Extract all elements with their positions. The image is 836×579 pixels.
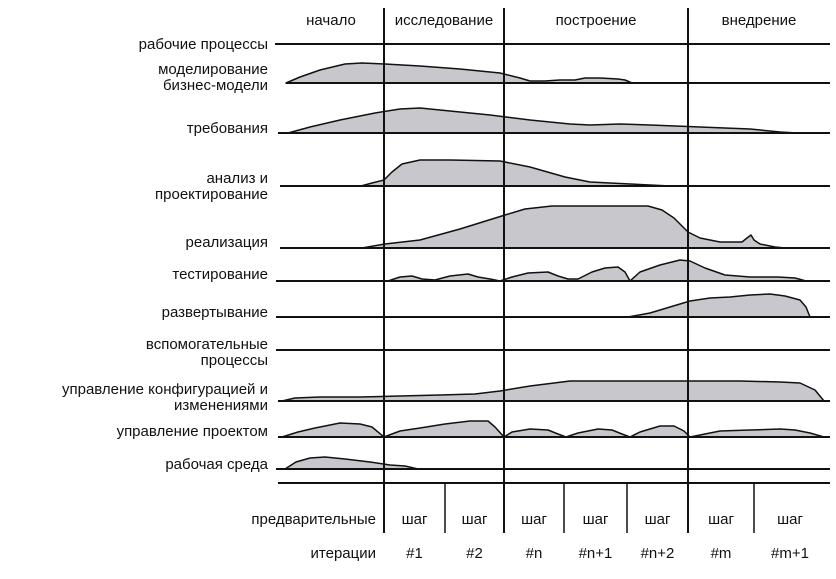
effort-curve-project-management — [281, 420, 825, 438]
iteration-label-2: шаг #2 — [445, 494, 504, 579]
effort-curve-deployment — [627, 293, 811, 318]
iteration-label-m-line2: #m — [710, 545, 732, 562]
iteration-label-1-line2: #1 — [406, 545, 423, 562]
row-label-business-modeling: моделирование бизнес-модели — [158, 61, 268, 94]
phase-label-transition: внедрение — [721, 12, 797, 29]
iteration-label-n2: шаг #n+2 — [627, 494, 688, 579]
iteration-label-n-line2: #n — [525, 545, 543, 562]
iteration-label-2-line1: шаг — [461, 511, 488, 528]
effort-curve-environment — [284, 456, 419, 470]
rup-diagram — [275, 8, 830, 533]
iteration-label-prelim: предварительные итерации — [226, 494, 376, 579]
iteration-label-n1-line2: #n+1 — [578, 545, 613, 562]
iteration-label-n-line1: шаг — [521, 511, 547, 528]
effort-curve-requirements — [287, 107, 798, 134]
phase-label-construction: построение — [555, 12, 637, 29]
effort-curve-implementation — [361, 205, 786, 249]
effort-curve-testing — [387, 259, 807, 282]
effort-curve-business-modeling — [285, 62, 633, 84]
diagram-grid — [275, 8, 830, 533]
iteration-label-n2-line1: шаг — [644, 511, 671, 528]
phase-label-elaboration: исследование — [394, 12, 494, 29]
effort-curve-analysis-design — [360, 159, 671, 187]
iteration-label-prelim-line1: предварительные — [251, 511, 376, 528]
iteration-label-1: шаг #1 — [384, 494, 445, 579]
iteration-label-1-line1: шаг — [401, 511, 428, 528]
row-label-testing: тестирование — [172, 266, 268, 283]
row-label-deployment: развертывание — [161, 304, 268, 321]
effort-curves — [281, 62, 825, 470]
iteration-label-n: шаг #n — [504, 494, 564, 579]
iteration-label-prelim-line2: итерации — [310, 545, 376, 562]
iteration-label-m1: шаг #m+1 — [754, 494, 826, 579]
iteration-label-n1: шаг #n+1 — [564, 494, 627, 579]
effort-curve-config-change — [281, 380, 825, 402]
group-label-supporting: вспомогательные процессы — [145, 336, 268, 369]
row-label-requirements: требования — [186, 120, 268, 137]
iteration-label-n2-line2: #n+2 — [640, 545, 675, 562]
iteration-label-m1-line1: шаг — [777, 511, 803, 528]
phase-label-inception: начало — [306, 12, 356, 29]
iteration-label-n1-line1: шаг — [582, 511, 609, 528]
row-label-implementation: реализация — [185, 234, 268, 251]
row-label-analysis-design: анализ и проектирование — [155, 170, 268, 203]
row-label-environment: рабочая среда — [165, 456, 268, 473]
iteration-label-m: шаг #m — [688, 494, 754, 579]
iteration-label-2-line2: #2 — [466, 545, 483, 562]
iteration-label-m1-line2: #m+1 — [771, 545, 809, 562]
row-label-project-management: управление проектом — [116, 423, 268, 440]
iteration-label-m-line1: шаг — [708, 511, 734, 528]
row-label-config-change: управление конфигурацией и изменениями — [61, 381, 268, 414]
group-label-core: рабочие процессы — [138, 36, 268, 53]
